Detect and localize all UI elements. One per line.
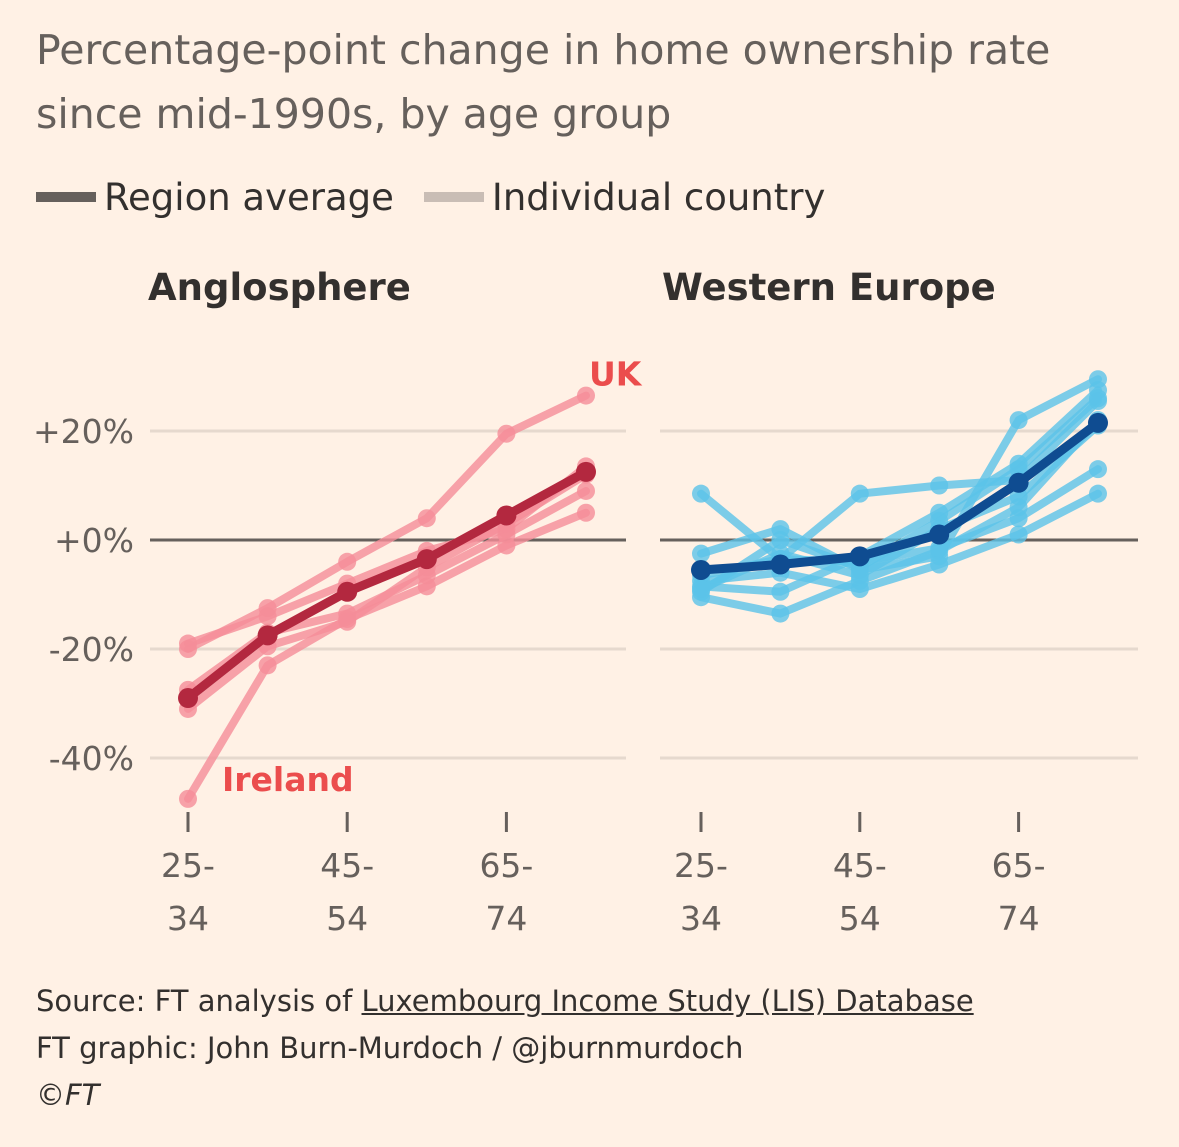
source-link[interactable]: Luxembourg Income Study (LIS) Database (361, 984, 974, 1018)
legend-item-individual-country: Individual country (423, 175, 826, 219)
x-tick-label: 34 (680, 899, 722, 938)
panel-title-western-europe: Western Europe (662, 266, 996, 309)
average-point (257, 625, 278, 646)
legend-swatch-individual-country (423, 192, 484, 202)
callout-uk: UK (589, 355, 643, 394)
average-point (416, 549, 437, 570)
country-line (697, 386, 1102, 596)
country-point (1089, 484, 1107, 503)
country-point (692, 544, 710, 563)
legend-swatch-region-average (36, 192, 96, 202)
chart-title: Percentage-point change in home ownershi… (36, 26, 1051, 138)
average-point (1088, 412, 1108, 433)
callout-ireland: Ireland (222, 760, 354, 799)
country-point (850, 484, 869, 503)
country-point (1009, 487, 1028, 506)
country-point (1009, 411, 1028, 430)
x-tick-label: 74 (485, 899, 527, 938)
x-tick-label: 34 (167, 899, 209, 938)
x-tick-label: 54 (326, 899, 368, 938)
average-line (183, 467, 591, 703)
legend-label-individual-country: Individual country (491, 175, 826, 219)
country-point (1009, 460, 1028, 479)
country-point (850, 580, 869, 599)
x-tick-label: 45- (833, 846, 887, 885)
country-point (771, 604, 790, 623)
average-line (696, 418, 1103, 575)
y-tick-label: +20% (33, 412, 134, 451)
country-line (184, 508, 590, 803)
source-line: Source: FT analysis of Luxembourg Income… (36, 978, 974, 1025)
country-point (771, 531, 790, 549)
average-point (178, 688, 198, 709)
country-point (179, 789, 197, 808)
legend: Region average Individual country (36, 172, 855, 222)
y-tick-label: +0% (54, 521, 134, 560)
x-tick-label: 25- (674, 846, 728, 885)
legend-item-region-average: Region average (36, 176, 394, 219)
y-tick-label: -40% (49, 739, 134, 778)
source-prefix: Source: FT analysis of (36, 984, 362, 1018)
x-tick-label: 74 (998, 899, 1040, 938)
country-point (258, 607, 277, 626)
country-point (692, 580, 710, 599)
country-line (184, 391, 590, 653)
country-point (930, 476, 949, 495)
average-point (337, 581, 358, 602)
average-point (691, 559, 711, 580)
x-tick-label: 65- (479, 846, 533, 885)
average-point (576, 461, 596, 482)
country-point (850, 566, 869, 585)
country-point (692, 484, 710, 503)
x-tick-label: 54 (839, 899, 881, 938)
country-point (1009, 525, 1028, 544)
country-line (184, 470, 590, 713)
country-point (338, 612, 357, 631)
country-point (338, 552, 357, 571)
country-point (577, 481, 595, 500)
country-line (697, 489, 1102, 594)
country-point (417, 509, 436, 528)
x-tick-label: 45- (320, 846, 374, 885)
average-point (496, 505, 517, 526)
credit-line: FT graphic: John Burn-Murdoch / @jburnmu… (36, 1031, 744, 1065)
footer: Source: FT analysis of Luxembourg Income… (36, 978, 974, 1119)
legend-label-region-average: Region average (104, 175, 394, 219)
average-point (770, 554, 791, 575)
copyright: ©FT (36, 1078, 100, 1112)
x-tick-label: 65- (992, 846, 1046, 885)
average-point (929, 524, 950, 545)
panel-title-anglosphere: Anglosphere (148, 266, 411, 309)
chart-area: Anglosphere +20% +0% -20% -40% 25- 34 45- 54 65- 7… (33, 266, 1138, 938)
country-point (930, 555, 949, 574)
y-tick-label: -20% (49, 630, 134, 669)
country-line (697, 421, 1102, 594)
country-point (179, 634, 197, 653)
country-point (577, 386, 595, 405)
country-point (1089, 460, 1107, 479)
country-point (771, 582, 790, 601)
x-tick-label: 25- (161, 846, 215, 885)
country-line (697, 416, 1102, 618)
country-point (577, 503, 595, 522)
average-point (849, 546, 870, 567)
average-point (1008, 472, 1029, 493)
country-point (258, 656, 277, 675)
country-point (1009, 509, 1028, 528)
country-point (1089, 389, 1107, 408)
country-point (497, 424, 516, 443)
country-point (930, 539, 949, 558)
